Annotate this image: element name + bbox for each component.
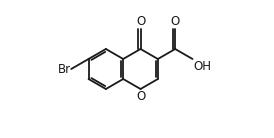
Text: O: O — [136, 90, 145, 103]
Text: O: O — [170, 15, 180, 28]
Text: Br: Br — [58, 63, 71, 75]
Text: O: O — [136, 15, 145, 28]
Text: OH: OH — [193, 60, 211, 73]
